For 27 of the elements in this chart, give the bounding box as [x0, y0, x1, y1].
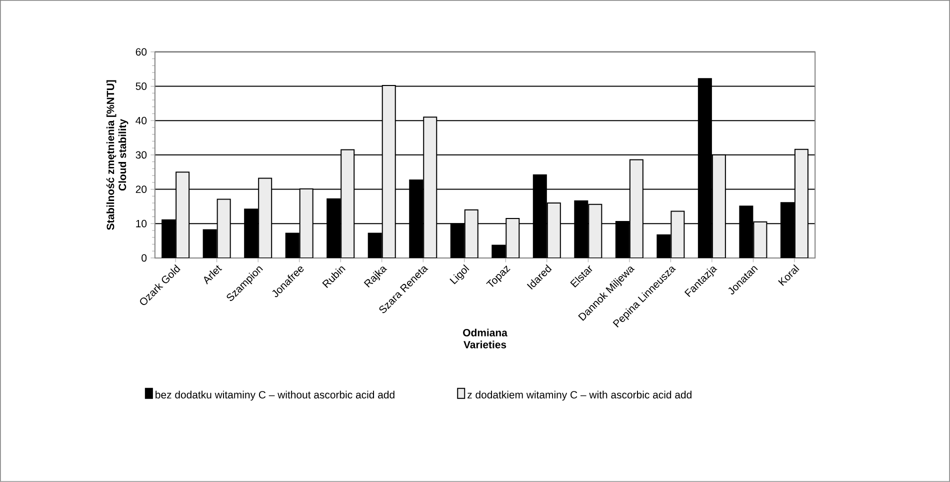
bar [506, 218, 520, 258]
bar [546, 202, 561, 258]
legend-label: bez dodatku witaminy C – without ascorbic acid add [156, 390, 394, 401]
bar [258, 178, 272, 258]
y-tick-label: 40 [136, 116, 147, 124]
y-tick-label: 20 [136, 186, 147, 194]
bar [299, 188, 314, 258]
bar [588, 204, 602, 258]
legend-label: z dodatkiem witaminy C – with ascorbic acid add [468, 390, 692, 401]
bar [176, 172, 190, 258]
y-tick-label: 30 [136, 151, 147, 159]
y-axis-title: Stabilność zmętnienia [%NTU] Cloud stability [106, 80, 128, 230]
bar [629, 159, 644, 258]
bar [712, 154, 726, 258]
bar [340, 149, 355, 258]
bar [216, 198, 231, 258]
bar [753, 221, 768, 258]
y-tick-label: 0 [142, 254, 147, 262]
bar [670, 210, 685, 258]
y-tick-label: 50 [136, 82, 147, 90]
bar [464, 209, 478, 258]
bar [382, 85, 396, 258]
y-tick-label: 10 [136, 220, 147, 228]
x-axis-title: Odmiana Varieties [463, 328, 508, 348]
bar [423, 116, 438, 258]
bar [794, 148, 808, 258]
y-tick-label: 60 [136, 48, 147, 56]
